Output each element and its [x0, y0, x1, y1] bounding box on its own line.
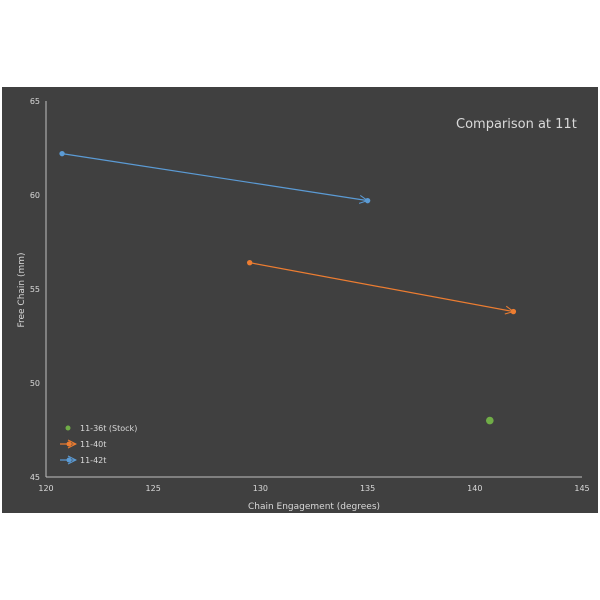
legend-marker [66, 441, 72, 447]
legend-label: 11-42t [80, 456, 106, 465]
x-tick-label: 140 [467, 484, 482, 493]
series-line [249, 262, 514, 312]
chart-area: Comparison at 11t Chain Engagement (degr… [2, 87, 598, 513]
y-tick-label: 55 [30, 285, 40, 294]
y-axis-label: Free Chain (mm) [17, 252, 27, 327]
y-tick-label: 60 [30, 191, 40, 200]
scatter-chart: Comparison at 11t Chain Engagement (degr… [17, 97, 590, 512]
legend-marker [66, 457, 72, 463]
y-tick-label: 45 [30, 473, 40, 482]
y-tick-label: 65 [30, 97, 40, 106]
data-point [364, 197, 371, 204]
chart-title: Comparison at 11t [456, 117, 577, 132]
y-tick-label: 50 [30, 379, 40, 388]
x-tick-label: 120 [38, 484, 53, 493]
legend-label: 11-40t [80, 440, 106, 449]
x-axis-label: Chain Engagement (degrees) [248, 502, 380, 512]
legend-label: 11-36t (Stock) [80, 424, 137, 433]
x-tick-label: 145 [574, 484, 589, 493]
x-tick-label: 125 [146, 484, 161, 493]
x-tick-label: 130 [253, 484, 268, 493]
x-tick-label: 135 [360, 484, 375, 493]
legend-marker [65, 425, 71, 431]
data-point [59, 150, 65, 157]
data-point [246, 259, 253, 266]
data-point [510, 308, 517, 315]
data-point [486, 416, 494, 425]
series-line [61, 153, 368, 201]
